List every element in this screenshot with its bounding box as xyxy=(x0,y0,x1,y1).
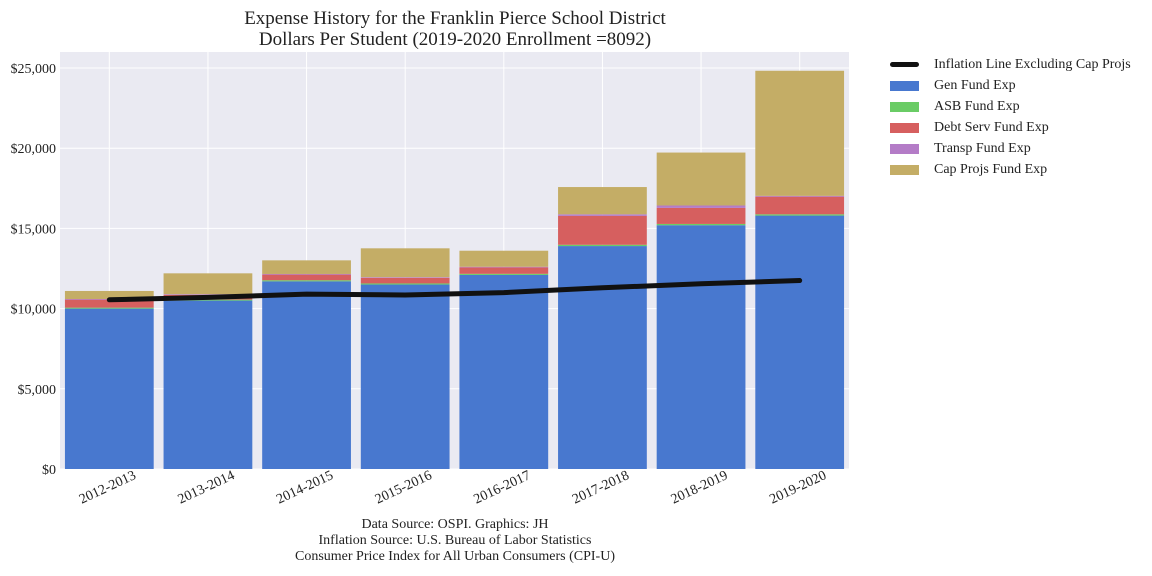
x-tick-label: 2015-2016 xyxy=(373,468,434,507)
x-tick-label: 2017-2018 xyxy=(570,468,631,507)
chart-subtitle: Dollars Per Student (2019-2020 Enrollmen… xyxy=(258,29,652,50)
legend-item-debt-serv-fund: Debt Serv Fund Exp xyxy=(890,117,1131,138)
bar-asb-fund-exp-2013-2014 xyxy=(163,299,253,301)
bar-gen-fund-exp-2013-2014 xyxy=(163,300,253,469)
bar-cap-projs-fund-exp-2019-2020 xyxy=(755,70,845,196)
footer-inflation-source: Inflation Source: U.S. Bureau of Labor S… xyxy=(318,533,592,548)
legend-item-gen-fund: Gen Fund Exp xyxy=(890,75,1131,96)
x-tick-label: 2012-2013 xyxy=(77,468,138,507)
legend-label-inflation-line: Inflation Line Excluding Cap Projs xyxy=(934,56,1131,72)
bar-debt-serv-fund-exp-2018-2019 xyxy=(656,207,746,224)
bar-debt-serv-fund-exp-2017-2018 xyxy=(558,215,647,245)
bar-cap-projs-fund-exp-2014-2015 xyxy=(262,260,351,274)
bar-cap-projs-fund-exp-2017-2018 xyxy=(558,187,647,215)
x-tick-label: 2018-2019 xyxy=(669,468,730,507)
legend-label-gen-fund: Gen Fund Exp xyxy=(934,77,1016,93)
x-tick-label: 2019-2020 xyxy=(768,468,829,507)
bar-asb-fund-exp-2014-2015 xyxy=(262,280,351,282)
legend-item-asb-fund: ASB Fund Exp xyxy=(890,96,1131,117)
legend-swatch-gen-fund xyxy=(890,80,919,91)
bar-asb-fund-exp-2019-2020 xyxy=(755,214,845,216)
bar-transp-fund-exp-2018-2019 xyxy=(656,205,746,208)
bar-asb-fund-exp-2012-2013 xyxy=(64,307,154,309)
legend-label-asb-fund: ASB Fund Exp xyxy=(934,98,1020,114)
x-tick-label: 2014-2015 xyxy=(274,468,335,507)
legend-swatch-asb-fund xyxy=(890,101,919,112)
legend-swatch-transp-fund xyxy=(890,143,919,154)
y-tick-label: $25,000 xyxy=(11,62,57,77)
y-tick-label: $10,000 xyxy=(11,303,57,318)
x-tick-label: 2013-2014 xyxy=(176,468,237,507)
bar-transp-fund-exp-2013-2014 xyxy=(163,294,253,295)
footer-cpi-note: Consumer Price Index for All Urban Consu… xyxy=(294,549,615,564)
bar-transp-fund-exp-2016-2017 xyxy=(459,266,549,268)
legend-item-transp-fund: Transp Fund Exp xyxy=(890,138,1131,159)
bar-asb-fund-exp-2018-2019 xyxy=(656,223,746,226)
bar-gen-fund-exp-2015-2016 xyxy=(360,284,450,469)
chart-legend: Inflation Line Excluding Cap Projs Gen F… xyxy=(890,54,1131,180)
legend-swatch-cap-projs-fund xyxy=(890,164,919,175)
legend-label-debt-serv-fund: Debt Serv Fund Exp xyxy=(934,119,1049,135)
bar-debt-serv-fund-exp-2014-2015 xyxy=(262,274,351,281)
inflation-line xyxy=(106,278,803,303)
footer-data-source: Data Source: OSPI. Graphics: JH xyxy=(361,517,549,532)
y-tick-label: $20,000 xyxy=(11,142,57,157)
y-tick-label: $0 xyxy=(42,463,56,478)
legend-label-cap-projs-fund: Cap Projs Fund Exp xyxy=(934,161,1048,177)
legend-label-transp-fund: Transp Fund Exp xyxy=(934,140,1031,156)
x-tick-label: 2016-2017 xyxy=(472,468,533,507)
bar-asb-fund-exp-2016-2017 xyxy=(459,273,549,275)
bar-cap-projs-fund-exp-2012-2013 xyxy=(64,290,154,299)
bar-cap-projs-fund-exp-2013-2014 xyxy=(163,273,253,295)
bar-gen-fund-exp-2014-2015 xyxy=(262,281,351,469)
legend-item-inflation-line: Inflation Line Excluding Cap Projs xyxy=(890,54,1131,75)
bar-transp-fund-exp-2017-2018 xyxy=(558,214,647,216)
bar-gen-fund-exp-2019-2020 xyxy=(755,215,845,469)
bar-debt-serv-fund-exp-2015-2016 xyxy=(360,277,450,284)
legend-item-cap-projs-fund: Cap Projs Fund Exp xyxy=(890,159,1131,180)
bar-cap-projs-fund-exp-2015-2016 xyxy=(360,248,450,278)
chart-title: Expense History for the Franklin Pierce … xyxy=(244,8,666,29)
y-tick-label: $15,000 xyxy=(11,222,57,237)
bar-asb-fund-exp-2015-2016 xyxy=(360,283,450,285)
bar-transp-fund-exp-2014-2015 xyxy=(262,273,351,275)
bar-gen-fund-exp-2017-2018 xyxy=(558,246,647,469)
bar-debt-serv-fund-exp-2019-2020 xyxy=(755,196,845,215)
bar-transp-fund-exp-2015-2016 xyxy=(360,277,450,278)
bar-transp-fund-exp-2019-2020 xyxy=(755,195,845,197)
y-tick-label: $5,000 xyxy=(18,383,57,398)
bar-cap-projs-fund-exp-2016-2017 xyxy=(459,250,549,267)
legend-swatch-inflation-line xyxy=(890,62,919,67)
bar-gen-fund-exp-2012-2013 xyxy=(64,308,154,469)
chart-title-block: Expense History for the Franklin Pierce … xyxy=(150,8,760,50)
bar-gen-fund-exp-2018-2019 xyxy=(656,225,746,469)
bar-debt-serv-fund-exp-2016-2017 xyxy=(459,267,549,274)
chart-footer: Data Source: OSPI. Graphics: JH Inflatio… xyxy=(200,517,710,565)
bar-debt-serv-fund-exp-2012-2013 xyxy=(64,299,154,308)
bar-asb-fund-exp-2017-2018 xyxy=(558,244,647,247)
bar-cap-projs-fund-exp-2018-2019 xyxy=(656,152,746,206)
bar-gen-fund-exp-2016-2017 xyxy=(459,274,549,469)
legend-swatch-debt-serv-fund xyxy=(890,122,919,133)
